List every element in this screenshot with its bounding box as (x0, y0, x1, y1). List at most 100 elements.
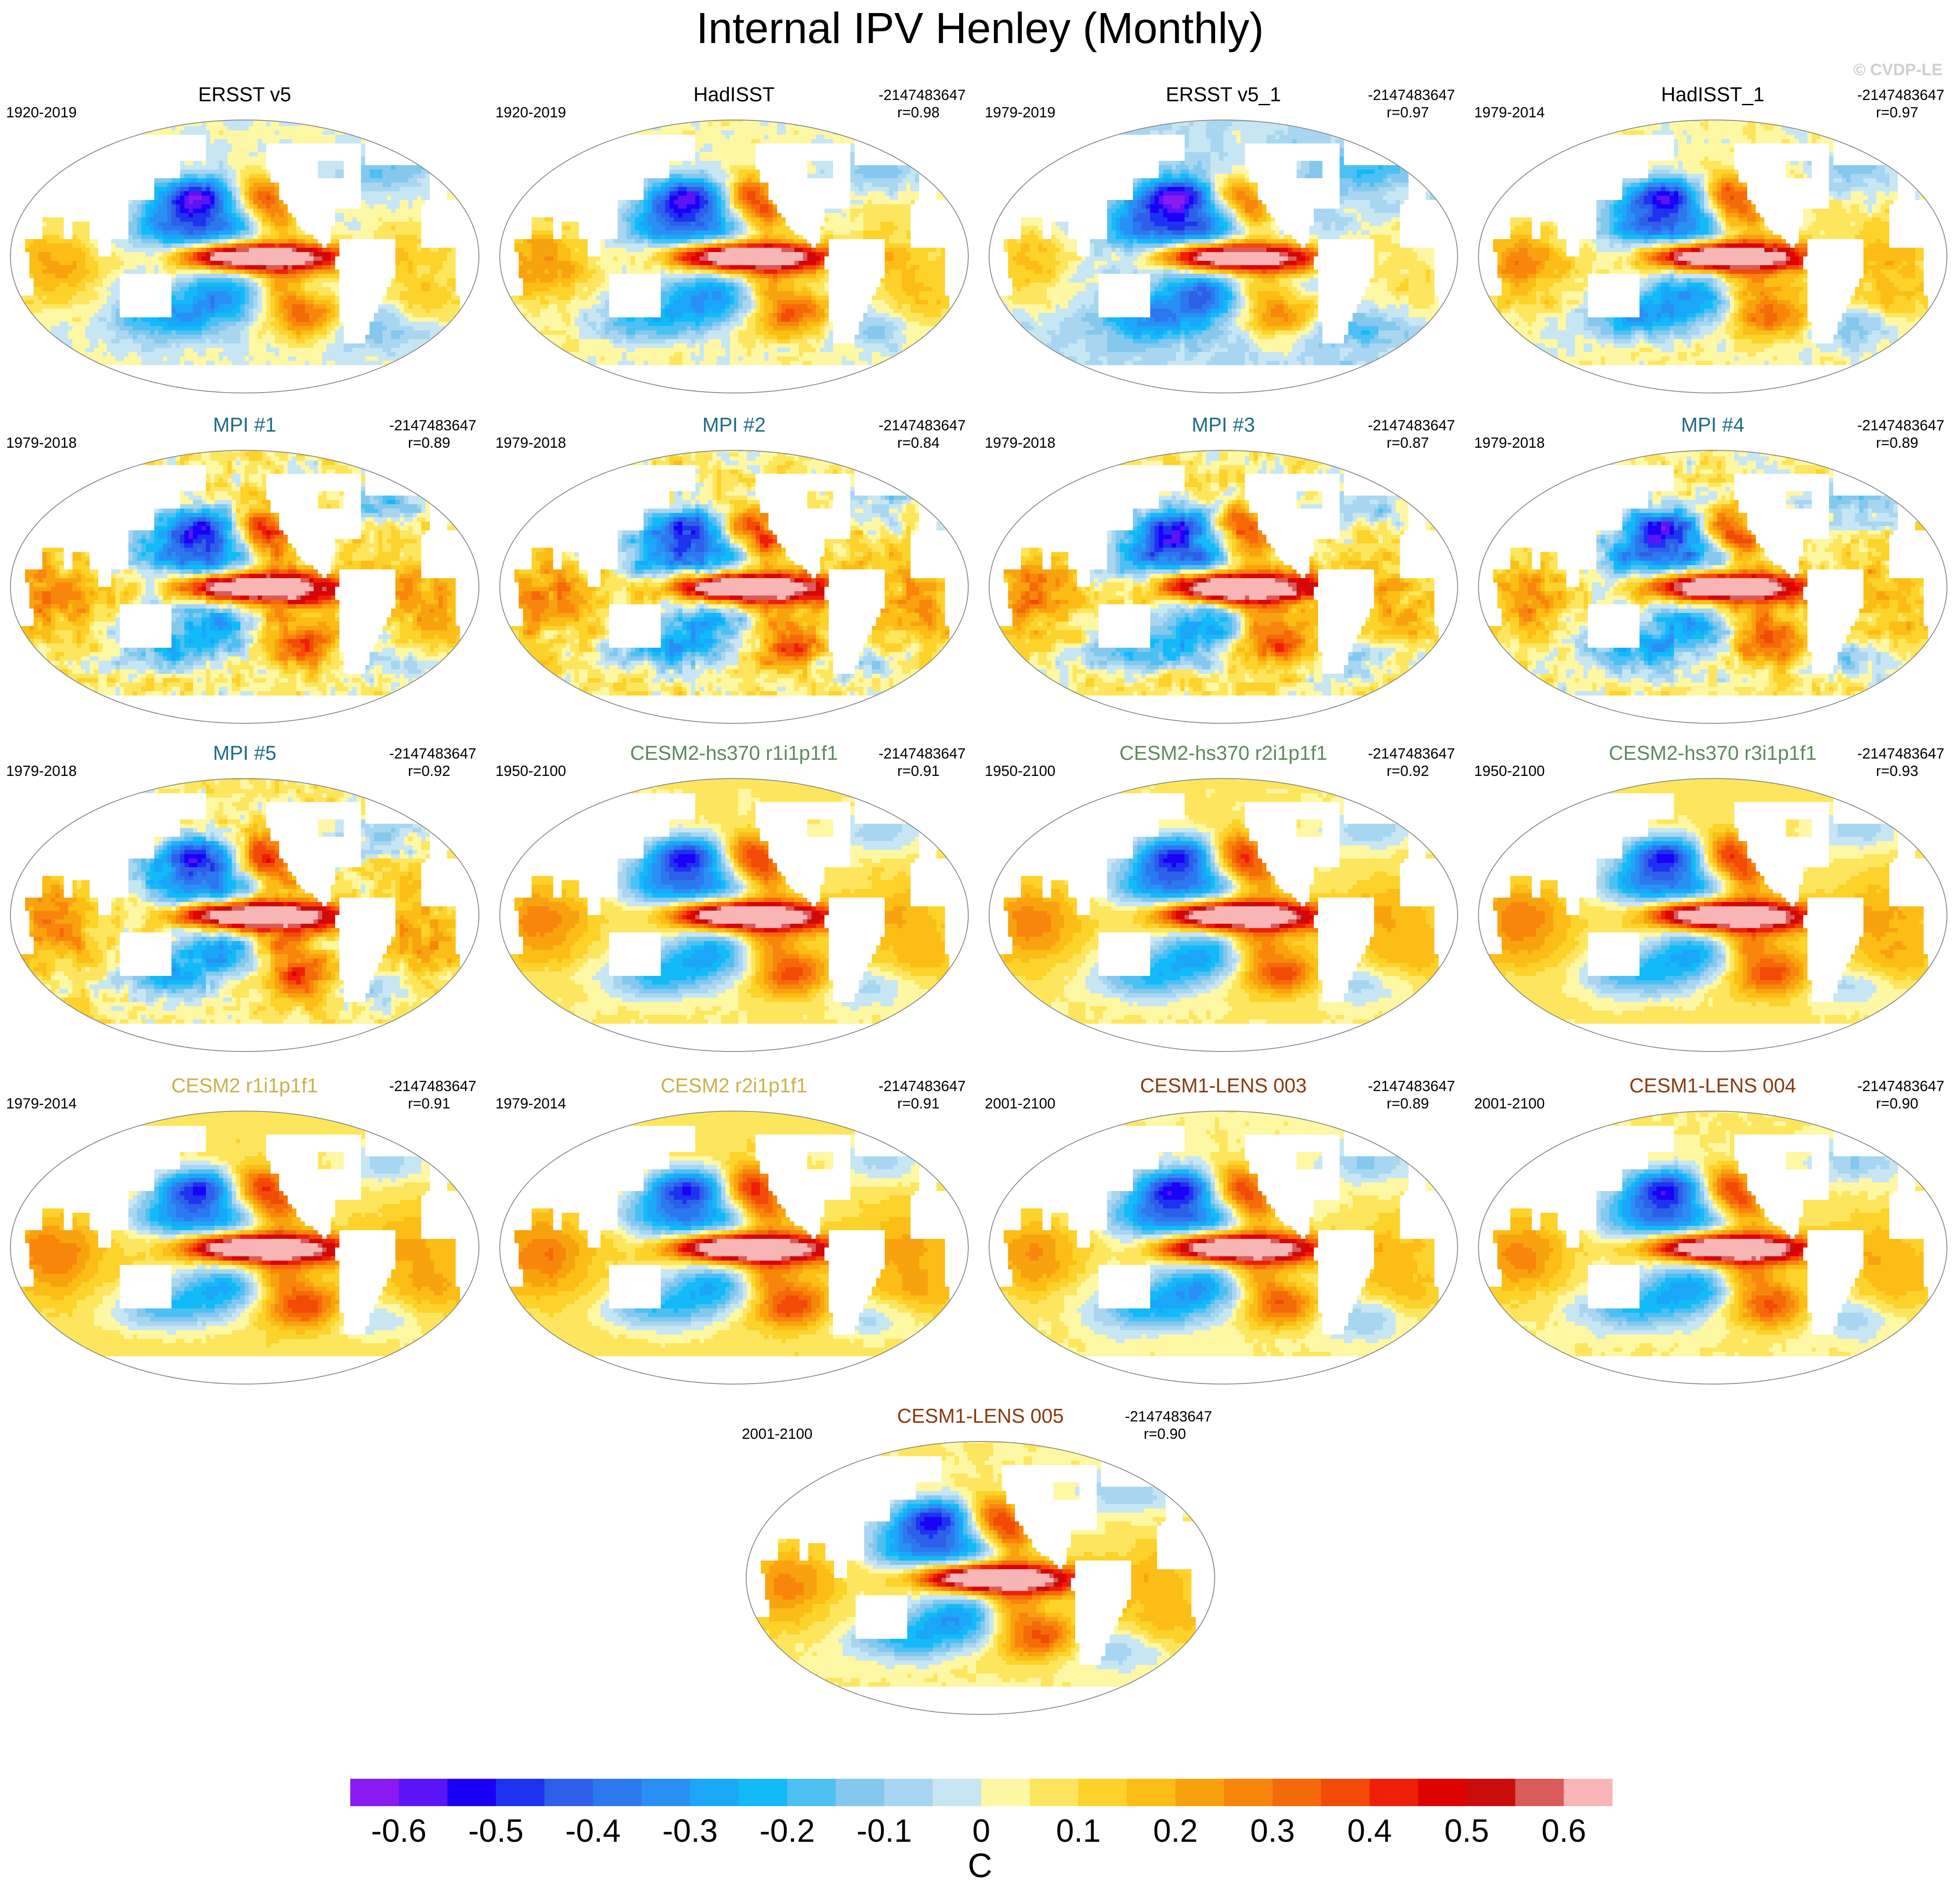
map-panel: HadISST 1920-2019 -2147483647 r=0.98 (489, 83, 979, 400)
sst-field (987, 448, 1460, 726)
colorbar-swatch (787, 1779, 836, 1806)
sst-field (497, 448, 971, 726)
colorbar-tick-label: 0.4 (1347, 1813, 1392, 1849)
colorbar-swatch (739, 1779, 787, 1806)
colorbar-swatch (836, 1779, 884, 1806)
sst-field (987, 117, 1460, 396)
map-panel: CESM2-hs370 r2i1p1f1 1950-2100 -2147483647… (979, 741, 1468, 1058)
sst-field (987, 1108, 1460, 1387)
colorbar-swatch (981, 1779, 1030, 1806)
colorbar-swatch (1370, 1779, 1419, 1806)
robinson-map (1476, 117, 1950, 396)
robinson-map (8, 776, 482, 1054)
robinson-map (987, 1108, 1460, 1387)
map-panel: MPI #2 1979-2018 -2147483647 r=0.84 (489, 413, 979, 730)
robinson-map (744, 1439, 1217, 1717)
sst-field (1476, 1108, 1950, 1387)
colorbar-swatch (1030, 1779, 1079, 1806)
panel-code: -2147483647 (389, 1078, 476, 1095)
map-panel: CESM1-LENS 003 2001-2100 -2147483647 r=0.89 (979, 1074, 1468, 1391)
robinson-map (497, 117, 971, 396)
colorbar-tick-label: 0.6 (1541, 1813, 1586, 1849)
map-panel: MPI #4 1979-2018 -2147483647 r=0.89 (1468, 413, 1957, 730)
colorbar-swatch (1272, 1779, 1321, 1806)
colorbar-swatch (350, 1779, 399, 1806)
panel-code: -2147483647 (879, 745, 966, 762)
colorbar-swatch (641, 1779, 690, 1806)
map-panel: CESM1-LENS 004 2001-2100 -2147483647 r=0.90 (1468, 1074, 1957, 1391)
panel-title: ERSST v5 (0, 83, 489, 106)
robinson-map (1476, 448, 1950, 726)
sst-field (497, 776, 971, 1054)
sst-field (8, 448, 482, 726)
colorbar-swatch (1078, 1779, 1127, 1806)
sst-field (497, 117, 971, 396)
colorbar-swatch (933, 1779, 981, 1806)
robinson-map (1476, 1108, 1950, 1387)
colorbar-swatch (447, 1779, 496, 1806)
robinson-map (987, 776, 1460, 1054)
map-panel: CESM2-hs370 r3i1p1f1 1950-2100 -2147483647… (1468, 741, 1957, 1058)
colorbar-tick-label: -0.2 (759, 1813, 815, 1849)
colorbar-tick-label: -0.1 (857, 1813, 912, 1849)
panel-code: -2147483647 (1857, 87, 1944, 104)
map-panel: CESM2 r2i1p1f1 1979-2014 -2147483647 r=0.91 (489, 1074, 979, 1391)
colorbar-tick-label: 0.5 (1444, 1813, 1489, 1849)
colorbar-swatch (1127, 1779, 1176, 1806)
colorbar-swatch (496, 1779, 545, 1806)
robinson-map (8, 1108, 482, 1387)
panel-code: -2147483647 (1368, 745, 1455, 762)
panel-code: -2147483647 (1857, 1078, 1944, 1095)
robinson-map (497, 776, 971, 1054)
robinson-map (1476, 776, 1950, 1054)
colorbar-tick-label: 0.1 (1056, 1813, 1101, 1849)
colorbar-tick-label: 0 (972, 1813, 990, 1849)
panel-code: -2147483647 (389, 745, 476, 762)
robinson-map (987, 117, 1460, 396)
panel-code: -2147483647 (1125, 1408, 1212, 1425)
colorbar-swatch (593, 1779, 641, 1806)
robinson-map (8, 448, 482, 726)
colorbar-tick-label: -0.4 (565, 1813, 621, 1849)
robinson-map (497, 1108, 971, 1387)
sst-field (8, 776, 482, 1054)
panel-code: -2147483647 (879, 417, 966, 434)
colorbar-swatch (884, 1779, 933, 1806)
panel-code: -2147483647 (879, 1078, 966, 1095)
colorbar-tick-label: 0.2 (1153, 1813, 1198, 1849)
map-panel: ERSST v5 1920-2019 (0, 83, 489, 400)
colorbar-swatch (1564, 1779, 1612, 1806)
colorbar-swatch (1418, 1779, 1467, 1806)
map-panel: CESM2-hs370 r1i1p1f1 1950-2100 -2147483647… (489, 741, 979, 1058)
robinson-map (497, 448, 971, 726)
colorbar-swatch (399, 1779, 448, 1806)
map-panel: ERSST v5_1 1979-2019 -2147483647 r=0.97 (979, 83, 1468, 400)
colorbar-swatch (1467, 1779, 1515, 1806)
sst-field (8, 1108, 482, 1387)
map-panel: CESM2 r1i1p1f1 1979-2014 -2147483647 r=0.91 (0, 1074, 489, 1391)
colorbar-swatch (1224, 1779, 1272, 1806)
figure-title: Internal IPV Henley (Monthly) (0, 3, 1960, 53)
colorbar-swatch (1176, 1779, 1224, 1806)
sst-field (744, 1439, 1217, 1717)
panel-code: -2147483647 (1857, 417, 1944, 434)
map-panel: CESM1-LENS 005 2001-2100 -2147483647 r=0.90 (736, 1404, 1225, 1721)
colorbar-tick-label: 0.3 (1250, 1813, 1295, 1849)
colorbar-swatch (1515, 1779, 1564, 1806)
colorbar-swatch (1321, 1779, 1370, 1806)
panel-code: -2147483647 (1368, 417, 1455, 434)
map-panel: MPI #1 1979-2018 -2147483647 r=0.89 (0, 413, 489, 730)
colorbar-tick-label: -0.5 (468, 1813, 524, 1849)
map-panel: HadISST_1 1979-2014 -2147483647 r=0.97 (1468, 83, 1957, 400)
colorbar-tick-label: -0.3 (662, 1813, 718, 1849)
colorbar-tick-label: -0.6 (371, 1813, 427, 1849)
panel-code: -2147483647 (389, 417, 476, 434)
sst-field (987, 776, 1460, 1054)
credit-text: © CVDP-LE (1854, 61, 1943, 80)
sst-field (1476, 448, 1950, 726)
map-panel: MPI #5 1979-2018 -2147483647 r=0.92 (0, 741, 489, 1058)
panel-code: -2147483647 (1368, 1078, 1455, 1095)
map-panel: MPI #3 1979-2018 -2147483647 r=0.87 (979, 413, 1468, 730)
panel-code: -2147483647 (1368, 87, 1455, 104)
